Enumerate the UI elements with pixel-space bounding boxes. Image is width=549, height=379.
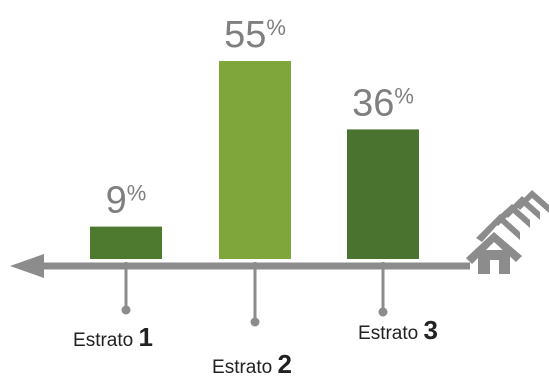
- value-label: 36%: [352, 82, 414, 124]
- value-label: 55%: [224, 14, 286, 56]
- axis-arrowhead: [10, 254, 44, 278]
- value-number: 36: [352, 82, 394, 124]
- category-prefix: Estrato: [73, 330, 138, 351]
- category-prefix: Estrato: [358, 323, 423, 344]
- category-stem-dot: [121, 305, 131, 315]
- value-unit: %: [266, 15, 286, 40]
- bar: [90, 226, 162, 259]
- value-label: 9%: [106, 180, 147, 222]
- category-label: Estrato 1: [73, 322, 153, 352]
- houses-icon: [466, 190, 549, 274]
- bar: [347, 129, 419, 259]
- value-unit: %: [127, 181, 147, 206]
- value-number: 55: [224, 14, 266, 56]
- category-number: 2: [278, 349, 292, 379]
- category-stem-dot: [250, 317, 260, 327]
- value-unit: %: [394, 83, 414, 108]
- bar: [219, 61, 291, 259]
- category-number: 1: [139, 322, 153, 352]
- value-number: 9: [106, 180, 127, 222]
- category-stem-dot: [378, 307, 388, 317]
- category-number: 3: [424, 315, 438, 345]
- category-prefix: Estrato: [212, 357, 277, 378]
- category-label: Estrato 3: [358, 315, 438, 345]
- category-label: Estrato 2: [212, 349, 292, 379]
